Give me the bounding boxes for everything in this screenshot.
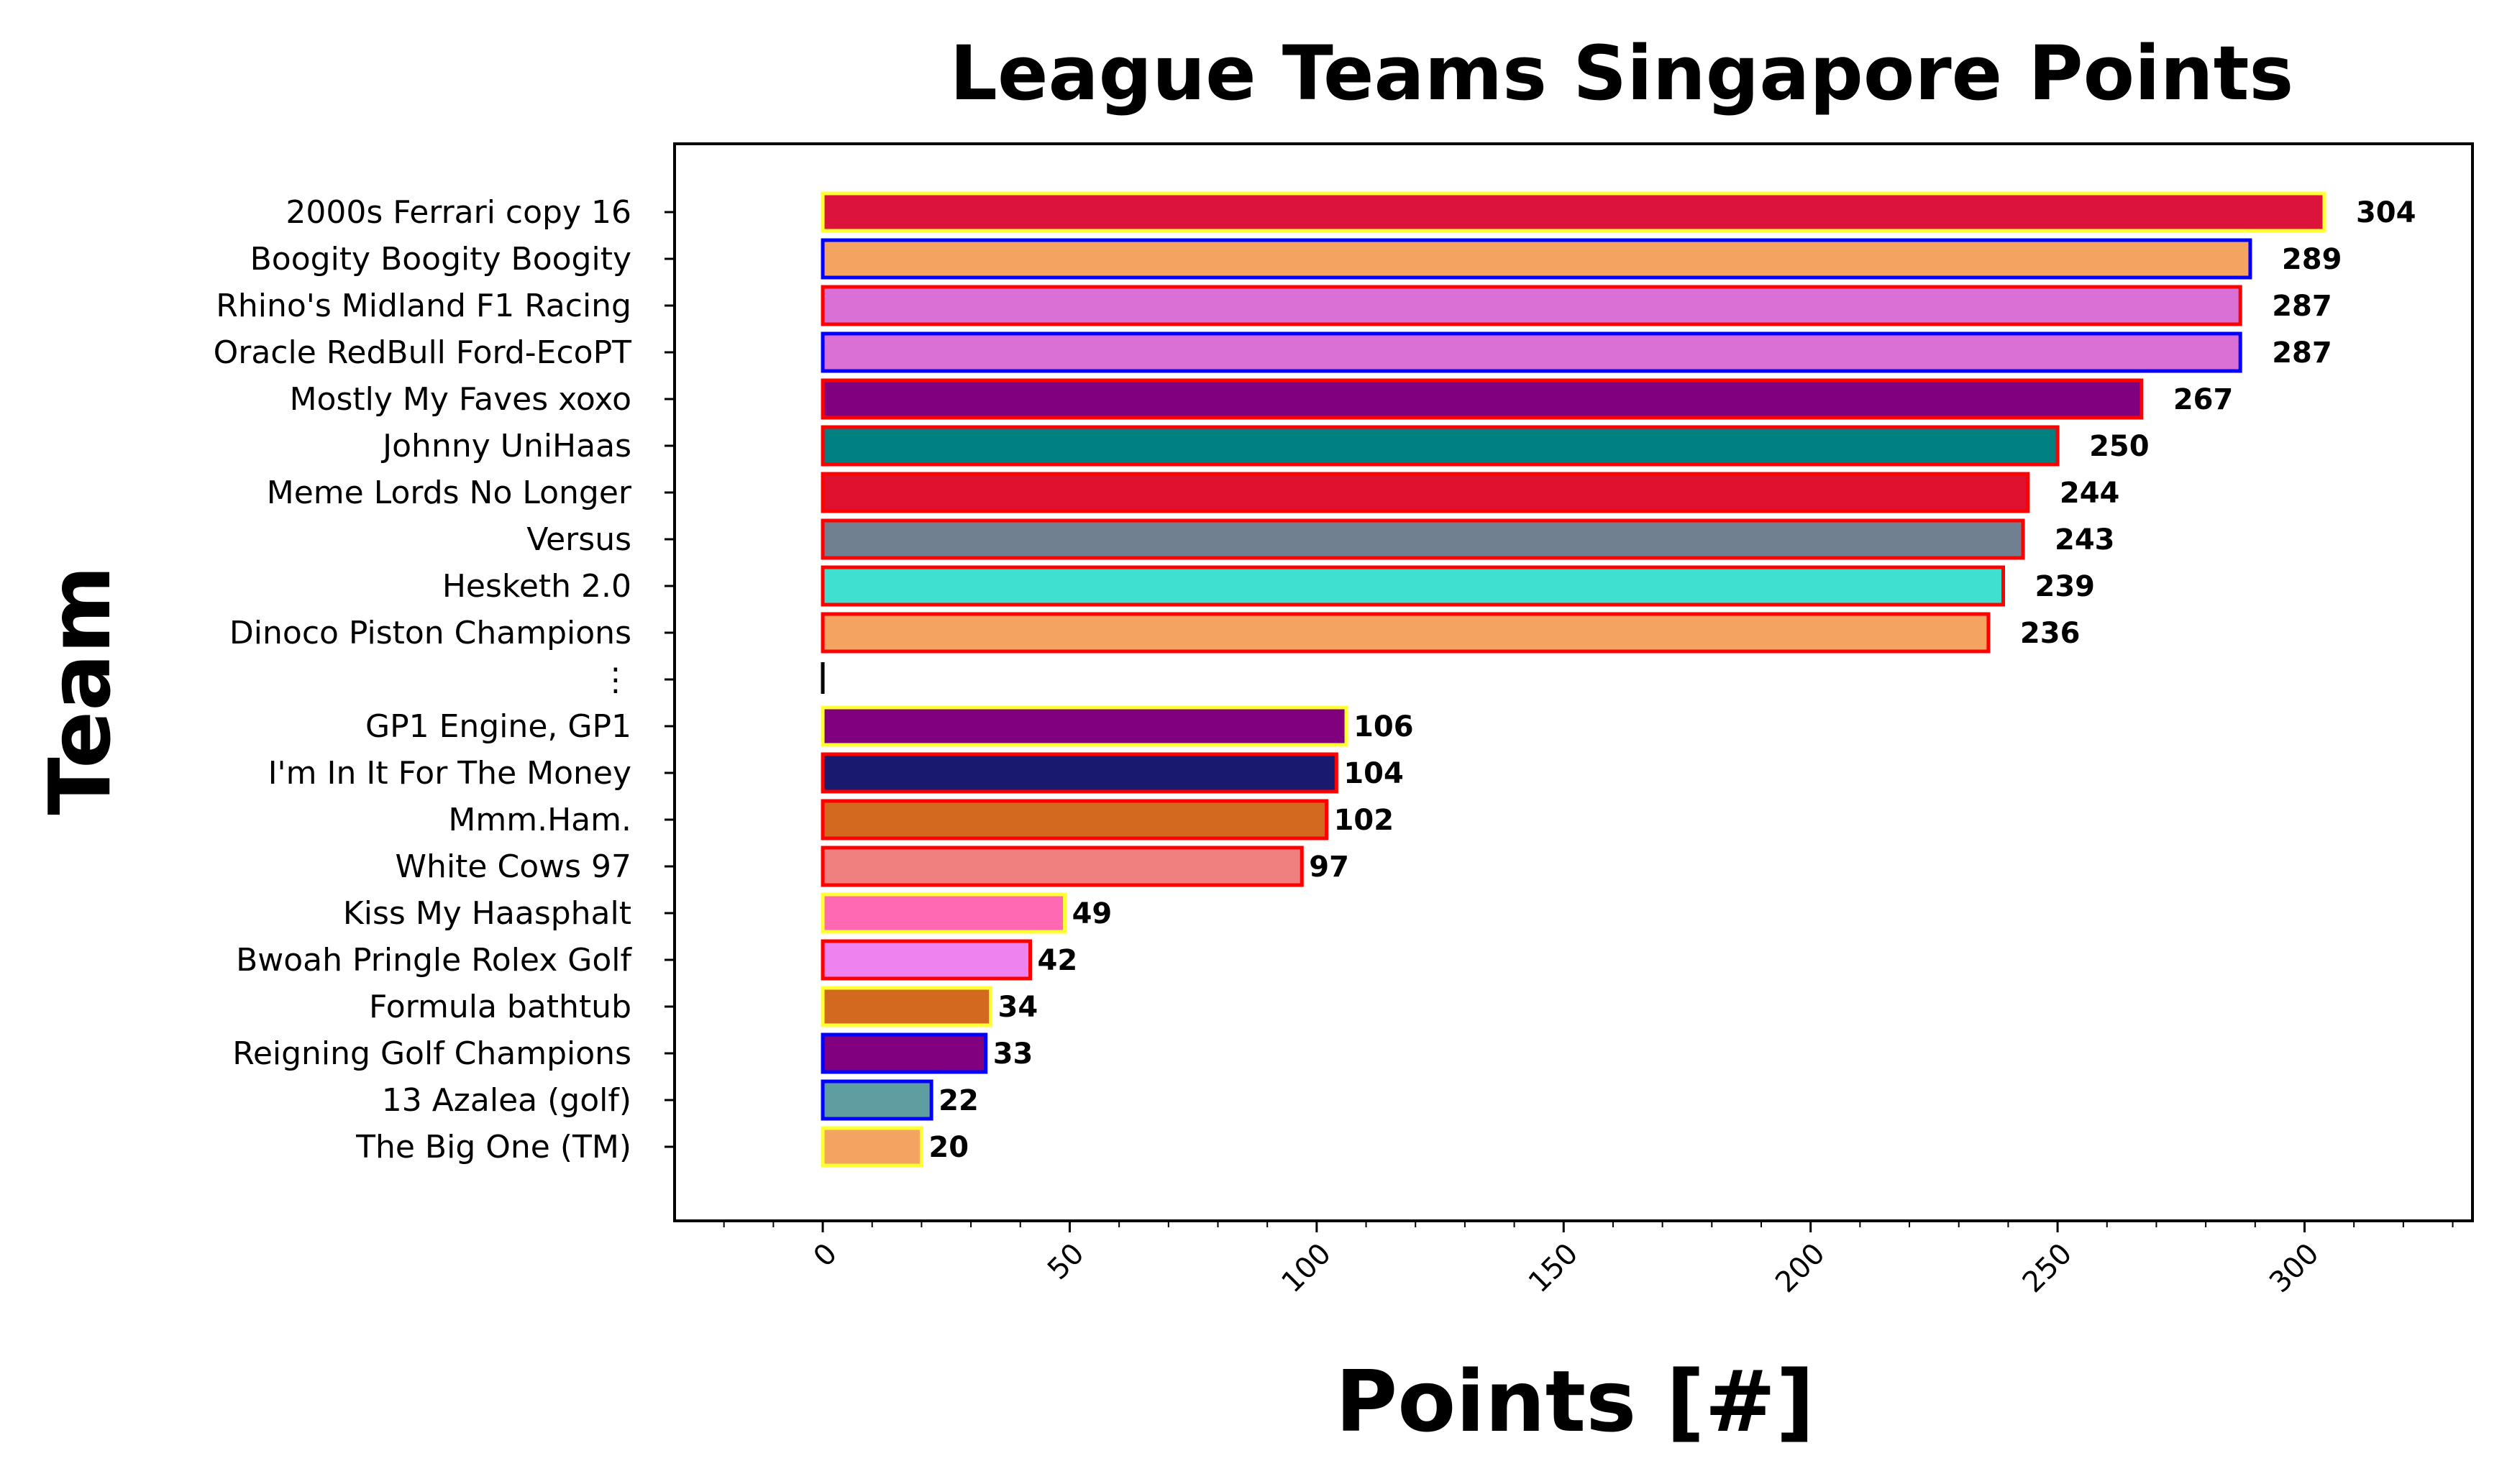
bar bbox=[821, 892, 1067, 934]
y-tick-label: Dinoco Piston Champions bbox=[229, 615, 631, 651]
value-label: 243 bbox=[2055, 523, 2115, 556]
value-label: 20 bbox=[928, 1131, 969, 1164]
y-tick-label: I'm In It For The Money bbox=[268, 755, 631, 792]
value-labels-group: 304 289 287 287 267 250 244 243 239 236 106 104 102 9… bbox=[928, 196, 2416, 1164]
y-tick-label: Rhino's Midland F1 Racing bbox=[216, 288, 631, 324]
value-label: 106 bbox=[1353, 710, 1414, 743]
value-label: 239 bbox=[2035, 570, 2096, 603]
bar bbox=[821, 939, 1033, 981]
bar bbox=[821, 472, 2030, 513]
y-tick-label: GP1 Engine, GP1 bbox=[365, 708, 631, 745]
bar bbox=[821, 1032, 988, 1074]
value-label: 250 bbox=[2089, 430, 2150, 463]
y-axis: 2000s Ferrari copy 16 Boogity Boogity Boo… bbox=[214, 194, 675, 1165]
value-label: 267 bbox=[2173, 383, 2234, 416]
bar bbox=[821, 612, 1991, 654]
bar bbox=[821, 986, 993, 1027]
y-tick-label: Versus bbox=[526, 521, 631, 558]
y-tick-label: Oracle RedBull Ford-EcoPT bbox=[214, 334, 631, 371]
x-axis-label: Points [#] bbox=[1335, 1352, 1814, 1451]
bars-group bbox=[821, 191, 2326, 1168]
y-tick-label: 2000s Ferrari copy 16 bbox=[286, 194, 631, 231]
bar bbox=[821, 799, 1329, 841]
y-tick-label: The Big One (TM) bbox=[355, 1129, 631, 1165]
plot-frame bbox=[673, 142, 2474, 1222]
bar bbox=[821, 238, 2252, 280]
y-tick-label: Mmm.Ham. bbox=[448, 802, 631, 838]
value-label: 236 bbox=[2020, 617, 2081, 650]
value-label: 102 bbox=[1334, 804, 1394, 837]
bar bbox=[821, 752, 1338, 794]
y-tick-label: 13 Azalea (golf) bbox=[382, 1082, 631, 1119]
y-tick-label: Meme Lords No Longer bbox=[267, 475, 632, 511]
y-tick-label: Kiss My Haasphalt bbox=[343, 895, 631, 932]
bar bbox=[821, 846, 1304, 887]
y-tick-label: ⋮ bbox=[600, 661, 631, 698]
y-tick-label: Reigning Golf Champions bbox=[232, 1035, 631, 1072]
bar bbox=[821, 191, 2326, 233]
y-tick-label: Formula bathtub bbox=[369, 989, 631, 1025]
value-label: 287 bbox=[2272, 290, 2332, 323]
bar bbox=[821, 518, 2025, 560]
bar bbox=[821, 1126, 923, 1168]
value-label: 289 bbox=[2282, 243, 2342, 276]
y-tick-label: Boogity Boogity Boogity bbox=[250, 241, 631, 278]
value-label: 34 bbox=[998, 991, 1038, 1024]
y-tick-label: Hesketh 2.0 bbox=[442, 568, 631, 605]
y-tick-label: Mostly My Faves xoxo bbox=[290, 381, 631, 418]
chart-title: League Teams Singapore Points bbox=[950, 29, 2294, 117]
value-label: 42 bbox=[1038, 944, 1078, 977]
y-tick-label: Bwoah Pringle Rolex Golf bbox=[236, 942, 632, 979]
bar bbox=[821, 285, 2242, 326]
value-label: 104 bbox=[1343, 757, 1404, 790]
value-label: 244 bbox=[2060, 477, 2120, 510]
value-label: 49 bbox=[1072, 897, 1113, 930]
value-label: 304 bbox=[2356, 196, 2416, 229]
bar bbox=[821, 378, 2144, 420]
bar bbox=[821, 565, 2006, 607]
y-tick-label: Johnny UniHaas bbox=[380, 428, 631, 464]
value-label: 287 bbox=[2272, 336, 2332, 370]
bar bbox=[821, 331, 2242, 373]
value-label: 22 bbox=[939, 1084, 979, 1117]
value-label: 97 bbox=[1309, 851, 1349, 884]
bar bbox=[821, 425, 2060, 467]
y-tick-label: White Cows 97 bbox=[396, 848, 631, 885]
bar bbox=[821, 705, 1348, 747]
bar bbox=[821, 1079, 933, 1121]
y-axis-label: Team bbox=[30, 565, 129, 815]
value-label: 33 bbox=[993, 1038, 1033, 1071]
